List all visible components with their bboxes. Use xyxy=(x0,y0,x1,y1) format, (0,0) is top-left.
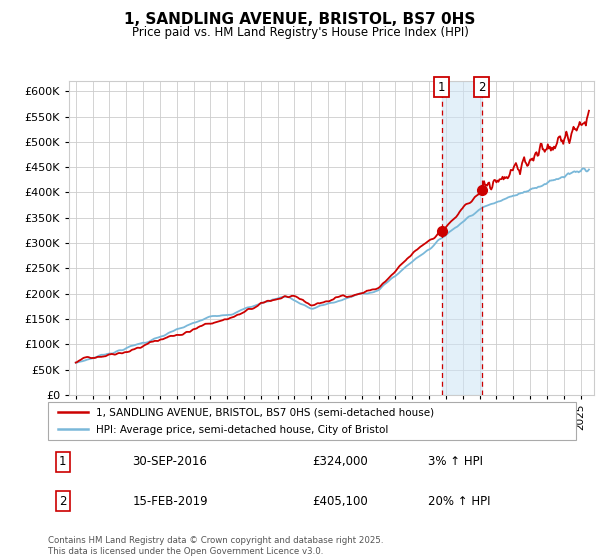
Text: 15-FEB-2019: 15-FEB-2019 xyxy=(133,494,208,508)
Text: Contains HM Land Registry data © Crown copyright and database right 2025.
This d: Contains HM Land Registry data © Crown c… xyxy=(48,536,383,556)
Text: 30-SEP-2016: 30-SEP-2016 xyxy=(133,455,208,469)
Text: 20% ↑ HPI: 20% ↑ HPI xyxy=(428,494,491,508)
Text: HPI: Average price, semi-detached house, City of Bristol: HPI: Average price, semi-detached house,… xyxy=(95,426,388,436)
Text: 1, SANDLING AVENUE, BRISTOL, BS7 0HS: 1, SANDLING AVENUE, BRISTOL, BS7 0HS xyxy=(124,12,476,27)
Text: 2: 2 xyxy=(59,494,67,508)
Bar xyxy=(442,81,482,395)
Text: 1: 1 xyxy=(59,455,67,469)
Text: £324,000: £324,000 xyxy=(312,455,368,469)
Text: Price paid vs. HM Land Registry's House Price Index (HPI): Price paid vs. HM Land Registry's House … xyxy=(131,26,469,39)
Text: 1: 1 xyxy=(438,81,445,94)
Text: 3% ↑ HPI: 3% ↑ HPI xyxy=(428,455,483,469)
Text: 2: 2 xyxy=(478,81,485,94)
Text: £405,100: £405,100 xyxy=(312,494,368,508)
Text: 1, SANDLING AVENUE, BRISTOL, BS7 0HS (semi-detached house): 1, SANDLING AVENUE, BRISTOL, BS7 0HS (se… xyxy=(95,408,434,418)
